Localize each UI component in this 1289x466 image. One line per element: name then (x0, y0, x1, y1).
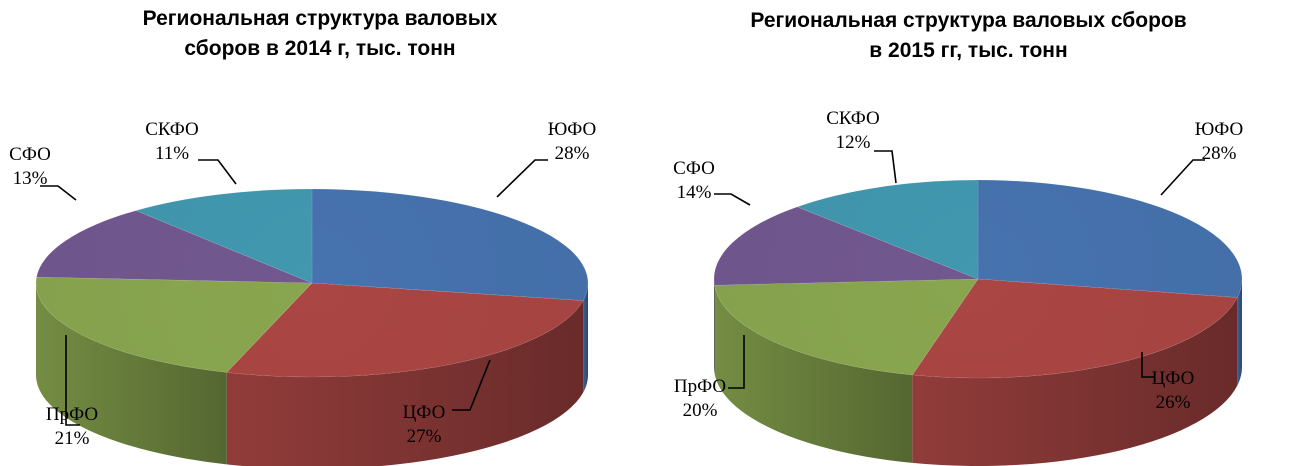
slice-percent-label: 21% (55, 428, 90, 449)
slice-category-label: ЮФО (548, 119, 597, 140)
slice-percent-label: 27% (407, 426, 442, 447)
leader-line (1160, 159, 1205, 196)
pie-slice-ЦФО (226, 282, 584, 378)
leader-line (1141, 352, 1155, 378)
leader-line (728, 335, 745, 389)
pie-slice-ЦФО (911, 278, 1238, 379)
pie-side-ЦФО (912, 297, 1238, 466)
leader-line (714, 193, 751, 206)
pie-side-ПрФО (714, 285, 913, 463)
slice-percent-label: 28% (1202, 143, 1237, 164)
slice-category-label: СКФО (145, 119, 198, 140)
chart-title-line2: в 2015 гг, тыс. тонн (869, 39, 1068, 62)
pie-side-ЦФО (226, 300, 584, 466)
chart-title-2014: Региональная структура валовых сборов в … (0, 4, 640, 64)
pie-slice-СФО (713, 206, 979, 286)
pie-side-ПрФО (36, 283, 227, 465)
pie-slice-ЮФО (311, 188, 589, 301)
pie-side-СФО (714, 279, 715, 374)
slice-category-label: СФО (9, 144, 51, 165)
pie-chart-2014: Региональная структура валовых сборов в … (0, 0, 640, 466)
leader-line (65, 335, 80, 426)
chart-title-line2: сборов в 2014 г, тыс. тонн (184, 37, 456, 60)
slice-category-label: ЦФО (1152, 368, 1195, 389)
pie-slice-ПрФО (35, 276, 313, 373)
pie-top-faces (713, 179, 1243, 379)
leader-line (874, 150, 897, 184)
slice-category-label: ЮФО (1195, 119, 1244, 140)
slice-category-label: ПрФО (46, 404, 98, 425)
pie-side-ЮФО (583, 283, 588, 393)
pie-slice-ЮФО (977, 179, 1243, 298)
pie-chart-2015: Региональная структура валовых сборов в … (648, 0, 1289, 466)
slice-percent-label: 26% (1156, 392, 1191, 413)
pie-slice-СКФО (796, 179, 979, 280)
slice-category-label: СКФО (826, 108, 879, 129)
pie-labels: ЮФО 28% ЦФО 26% ПрФО 20% СФО 14% СКФО 12% (673, 108, 1243, 421)
pie-side-walls (714, 279, 1242, 466)
pie-top-faces (35, 188, 589, 378)
pie-side-walls (36, 283, 588, 466)
pie-labels: ЮФО 28% ЦФО 27% ПрФО 21% СФО 13% СКФО 11% (9, 119, 596, 449)
leader-line (198, 159, 237, 185)
slice-percent-label: 13% (13, 168, 48, 189)
pie-side-ЮФО (1237, 279, 1242, 386)
leader-line (40, 185, 77, 201)
leader-line (496, 159, 548, 198)
pie-plot-2015: ЮФО 28% ЦФО 26% ПрФО 20% СФО 14% СКФО 12% (673, 108, 1243, 466)
slice-percent-label: 12% (836, 132, 871, 153)
slice-percent-label: 14% (677, 182, 712, 203)
slice-category-label: ЦФО (403, 402, 446, 423)
slice-percent-label: 11% (155, 143, 189, 164)
chart-title-line1: Региональная структура валовых сборов (750, 9, 1187, 32)
pie-plot-2014: ЮФО 28% ЦФО 27% ПрФО 21% СФО 13% СКФО 11% (9, 119, 596, 466)
chart-title-line1: Региональная структура валовых (142, 7, 498, 30)
leader-line (452, 359, 491, 411)
slice-percent-label: 28% (555, 143, 590, 164)
slice-category-label: ПрФО (674, 376, 726, 397)
pie-slice-СКФО (135, 188, 313, 284)
chart-title-2015: Региональная структура валовых сборов в … (648, 6, 1289, 66)
pie-slice-СФО (36, 210, 313, 284)
pie-slice-ПрФО (714, 278, 979, 376)
slice-percent-label: 20% (683, 400, 718, 421)
slice-category-label: СФО (673, 158, 715, 179)
